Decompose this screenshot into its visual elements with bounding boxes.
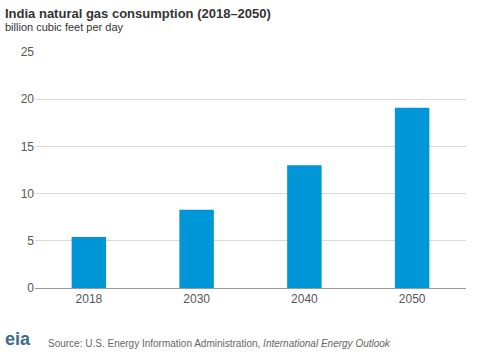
svg-text:2018: 2018 xyxy=(76,292,103,306)
svg-text:2040: 2040 xyxy=(291,292,318,306)
svg-text:2030: 2030 xyxy=(183,292,210,306)
svg-text:billion cubic feet per day: billion cubic feet per day xyxy=(5,21,124,33)
svg-text:India natural gas consumption: India natural gas consumption (2018–2050… xyxy=(5,6,271,21)
svg-text:0: 0 xyxy=(27,281,34,295)
svg-text:20: 20 xyxy=(21,92,35,106)
svg-text:eia: eia xyxy=(5,329,31,349)
svg-text:15: 15 xyxy=(21,140,35,154)
svg-text:5: 5 xyxy=(27,234,34,248)
svg-text:25: 25 xyxy=(21,45,35,59)
svg-text:10: 10 xyxy=(21,187,35,201)
svg-text:Source: U.S. Energy Informatio: Source: U.S. Energy Information Administ… xyxy=(48,338,391,349)
svg-text:2050: 2050 xyxy=(399,292,426,306)
